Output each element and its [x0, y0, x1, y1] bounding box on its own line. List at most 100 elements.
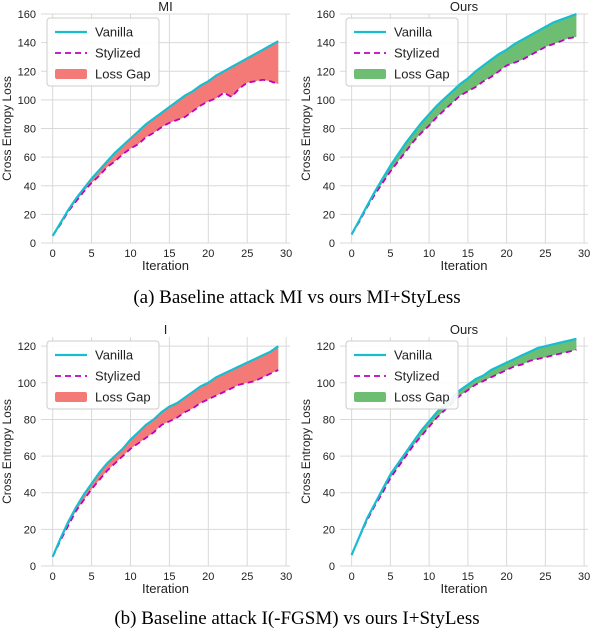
x-tick-label: 0: [50, 571, 56, 583]
vanilla-line: [350, 12, 577, 235]
legend: Vanilla Stylized Loss Gap: [46, 340, 160, 410]
x-tick-label: 0: [50, 248, 56, 260]
y-tick-label: 80: [323, 124, 335, 136]
y-tick-label: 120: [317, 341, 335, 353]
legend-gap-swatch: [354, 392, 386, 402]
y-tick-label: 40: [323, 488, 335, 500]
y-tick-label: 80: [24, 414, 36, 426]
x-tick-label: 10: [124, 571, 136, 583]
x-axis-label: Iteration: [441, 258, 488, 273]
legend-label: Stylized: [394, 46, 440, 61]
x-tick-label: 0: [349, 571, 355, 583]
legend-label: Loss Gap: [394, 390, 450, 405]
chart-title: I: [164, 322, 168, 337]
y-tick-label: 120: [18, 341, 36, 353]
x-tick-label: 5: [89, 571, 95, 583]
y-tick-label: 40: [323, 181, 335, 193]
y-tick-label: 100: [18, 95, 36, 107]
x-axis-label: Iteration: [142, 258, 189, 273]
y-tick-label: 0: [329, 561, 335, 573]
x-tick-label: 15: [462, 571, 474, 583]
y-tick-label: 20: [323, 209, 335, 221]
x-tick-label: 15: [163, 571, 175, 583]
x-tick-label: 25: [241, 571, 253, 583]
chart-panel-2: 0 5 10 15 20 25 30 0 20 40 60 80 100 120 140 160 Iterati…: [299, 0, 590, 273]
y-tick-label: 60: [323, 152, 335, 164]
x-tick-label: 10: [423, 571, 435, 583]
x-tick-label: 0: [349, 248, 355, 260]
vanilla-line: [350, 337, 577, 556]
legend-label: Loss Gap: [394, 67, 450, 82]
loss-gap-area: [52, 346, 279, 557]
legend-label: Stylized: [95, 46, 141, 61]
x-tick-label: 30: [280, 248, 292, 260]
legend: Vanilla Stylized Loss Gap: [46, 17, 160, 87]
stylized-line: [350, 348, 577, 556]
legend-label: Stylized: [95, 369, 141, 384]
y-tick-label: 100: [317, 378, 335, 390]
loss-gap-area: [52, 41, 279, 236]
chart-title: Ours: [450, 0, 479, 14]
x-tick-label: 5: [387, 248, 393, 260]
y-axis-label: Cross Entropy Loss: [299, 399, 313, 504]
y-tick-label: 140: [317, 38, 335, 50]
legend-gap-swatch: [354, 69, 386, 79]
y-tick-label: 120: [317, 66, 335, 78]
y-axis-label: Cross Entropy Loss: [299, 76, 313, 181]
legend-label: Stylized: [394, 369, 440, 384]
x-tick-label: 15: [462, 248, 474, 260]
caption-b: (b) Baseline attack I(-FGSM) vs ours I+S…: [114, 608, 480, 629]
chart-title: MI: [158, 0, 172, 14]
legend-label: Vanilla: [394, 25, 433, 40]
vanilla-line: [51, 40, 279, 237]
x-tick-label: 10: [423, 248, 435, 260]
y-tick-label: 40: [24, 488, 36, 500]
x-tick-label: 10: [124, 248, 136, 260]
legend: Vanilla Stylized Loss Gap: [345, 17, 459, 87]
chart-panel-4: 0 5 10 15 20 25 30 0 20 40 60 80 100 120 Iteration Cros…: [299, 322, 590, 596]
y-tick-label: 0: [329, 238, 335, 250]
legend-label: Vanilla: [95, 348, 134, 363]
legend-label: Vanilla: [95, 25, 134, 40]
legend-label: Loss Gap: [95, 390, 151, 405]
y-axis-label: Cross Entropy Loss: [0, 399, 14, 504]
y-axis-label: Cross Entropy Loss: [0, 76, 14, 181]
vanilla-line: [51, 345, 279, 558]
x-tick-label: 5: [387, 571, 393, 583]
y-tick-label: 40: [24, 181, 36, 193]
x-tick-label: 5: [89, 248, 95, 260]
y-tick-label: 80: [24, 124, 36, 136]
x-tick-label: 20: [202, 571, 214, 583]
stylized-line: [51, 78, 279, 237]
x-axis-label: Iteration: [142, 581, 189, 596]
x-tick-label: 25: [539, 248, 551, 260]
chart-panel-3: 0 5 10 15 20 25 30 0 20 40 60 80 100 120 Iteration Cros…: [0, 322, 292, 596]
y-tick-label: 80: [323, 414, 335, 426]
y-tick-label: 0: [30, 561, 36, 573]
y-tick-label: 160: [317, 9, 335, 21]
loss-gap-area: [351, 14, 577, 235]
legend: Vanilla Stylized Loss Gap: [345, 340, 459, 410]
x-tick-label: 25: [241, 248, 253, 260]
legend-label: Vanilla: [394, 348, 433, 363]
legend-gap-swatch: [55, 392, 87, 402]
x-tick-label: 25: [539, 571, 551, 583]
x-tick-label: 30: [578, 571, 590, 583]
x-axis-label: Iteration: [441, 581, 488, 596]
stylized-line: [350, 36, 577, 235]
y-tick-label: 100: [317, 95, 335, 107]
y-tick-label: 60: [24, 451, 36, 463]
legend-label: Loss Gap: [95, 67, 151, 82]
x-tick-label: 20: [202, 248, 214, 260]
x-tick-label: 20: [501, 571, 513, 583]
y-tick-label: 160: [18, 9, 36, 21]
chart-title: Ours: [450, 322, 479, 337]
chart-panel-1: 0 5 10 15 20 25 30 0 20 40 60 80 100 120 140 160 Iterati…: [0, 0, 292, 273]
x-tick-label: 30: [280, 571, 292, 583]
y-tick-label: 60: [323, 451, 335, 463]
x-tick-label: 30: [578, 248, 590, 260]
y-tick-label: 20: [323, 524, 335, 536]
stylized-line: [51, 369, 279, 558]
legend-gap-swatch: [55, 69, 87, 79]
